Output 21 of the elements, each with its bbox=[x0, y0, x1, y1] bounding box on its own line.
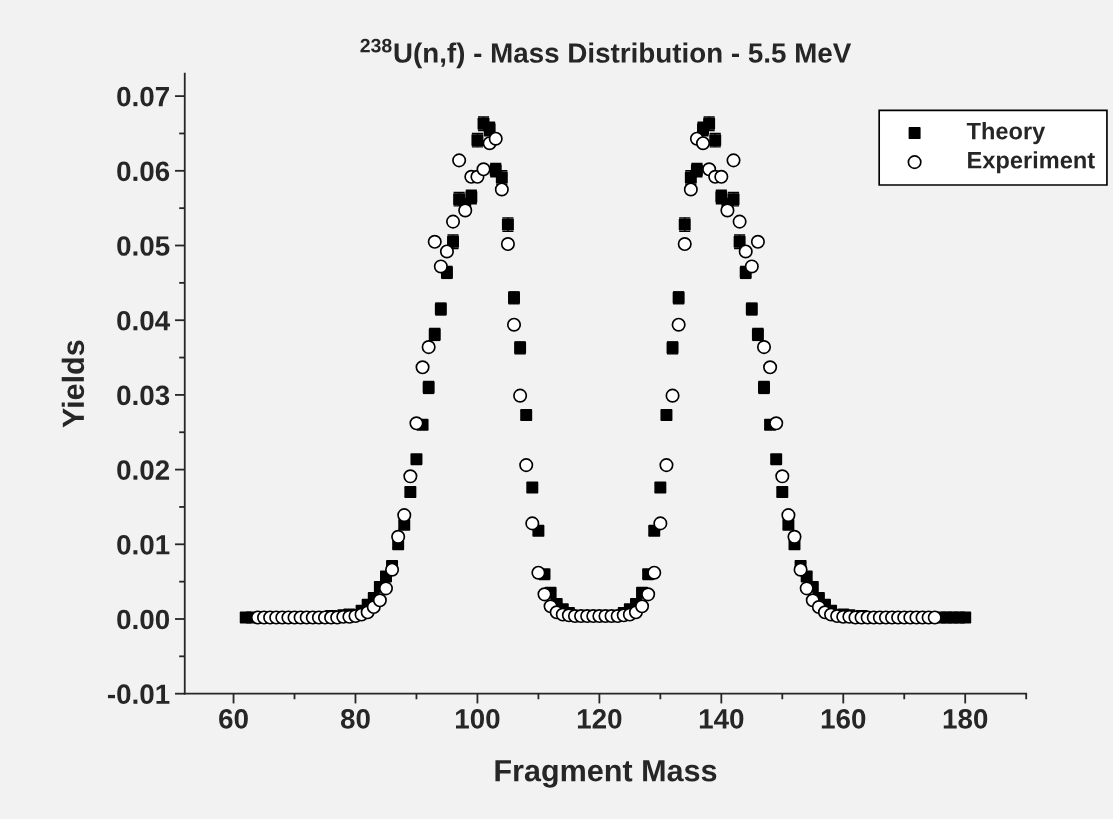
y-tick-label: 0.07 bbox=[117, 86, 169, 107]
chart-title: $^{238}$U(n,f) - Mass Distribution - 5.5 MeV bbox=[360, 38, 852, 69]
x-tick-label: 100 bbox=[456, 709, 500, 729]
y-tick-label: 0.02 bbox=[117, 460, 170, 480]
legend-label: Experiment bbox=[968, 151, 1095, 174]
x-tick-label: 80 bbox=[340, 709, 370, 729]
x-tick-label: 160 bbox=[821, 709, 866, 729]
x-tick-label: 60 bbox=[219, 709, 248, 729]
y-tick-label: 0.01 bbox=[117, 534, 170, 555]
y-tick-label: 0.00 bbox=[117, 609, 170, 630]
y-tick-label: 0.04 bbox=[117, 310, 171, 331]
y-tick-label: 0.06 bbox=[117, 161, 170, 182]
x-tick-label: 180 bbox=[943, 709, 988, 729]
y-tick-label: -0.01 bbox=[107, 684, 170, 705]
y-axis-title: Yields bbox=[61, 340, 85, 428]
x-axis-title: Fragment Mass bbox=[495, 760, 717, 788]
x-tick-label: 120 bbox=[577, 709, 622, 729]
x-tick-label: 140 bbox=[699, 709, 744, 729]
legend-label: Theory bbox=[966, 122, 1046, 145]
y-tick-label: 0.05 bbox=[117, 236, 170, 256]
y-tick-label: 0.03 bbox=[117, 385, 170, 406]
